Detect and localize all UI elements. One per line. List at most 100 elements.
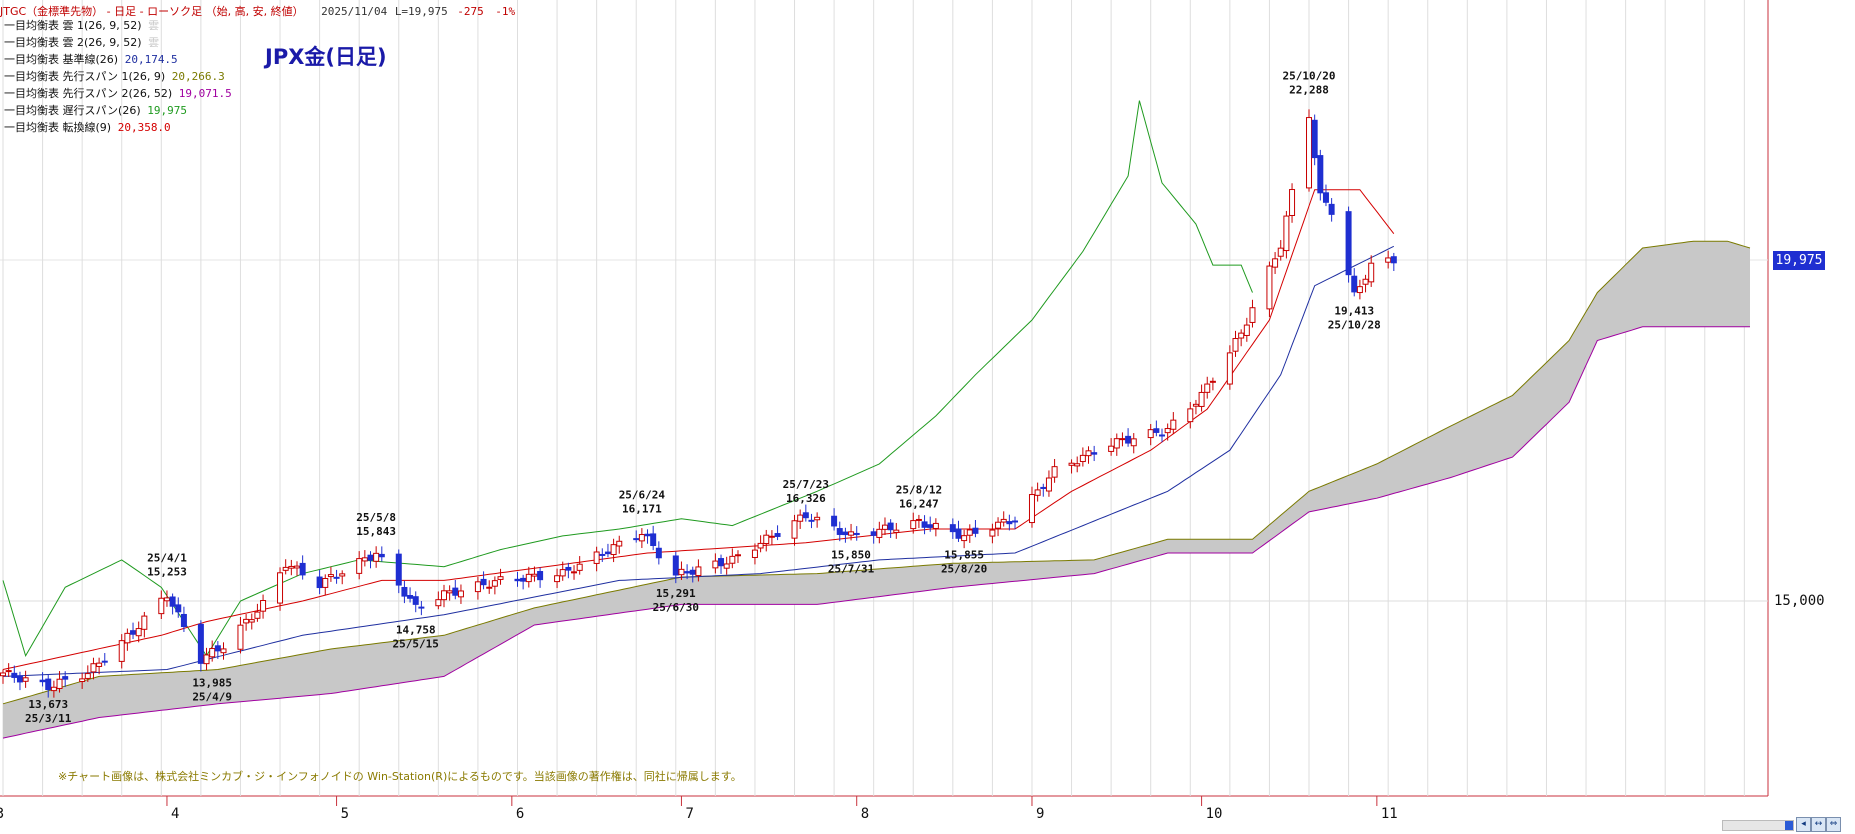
candle-body [1012, 520, 1019, 523]
candle-body [1272, 258, 1279, 268]
candle-body [56, 678, 63, 689]
zoom-in-icon[interactable]: ⇔ [1826, 817, 1841, 832]
annotation-label: 19,413 [1334, 305, 1374, 318]
candle-body [293, 565, 300, 569]
candle-body [1125, 435, 1132, 444]
annotation-label: 25/7/23 [783, 478, 829, 491]
scroll-left-icon[interactable]: ◂ [1796, 817, 1811, 832]
candle-body [254, 611, 261, 619]
annotation-label: 16,171 [622, 503, 662, 516]
candle-body [1068, 462, 1075, 466]
annotation-label: 25/8/12 [896, 484, 942, 497]
month-label: 11 [1381, 806, 1398, 822]
candle-body [525, 573, 532, 583]
candle-body [1209, 380, 1216, 383]
instrument-title: JTGC（金標準先物） - 日足 - ローソク足 （始, 高, 安, 終値） [0, 5, 304, 18]
candle-body [101, 660, 108, 663]
candle-body [175, 604, 182, 613]
candle-body [22, 677, 29, 682]
candle-body [514, 578, 521, 582]
annotation-label: 25/4/9 [192, 691, 232, 704]
legend-label: 一目均衡表 先行スパン 1(26, 9) [4, 70, 166, 83]
candle-body [1289, 189, 1296, 217]
candle-body [1164, 428, 1171, 434]
candle-body [1232, 338, 1239, 352]
candle-body [893, 529, 900, 533]
candle-body [791, 520, 798, 539]
candle-body [565, 566, 572, 571]
candle-body [712, 560, 719, 569]
candle-body [966, 529, 973, 536]
candle-body [1249, 307, 1256, 323]
copyright-credit: ※チャート画像は、株式会社ミンカブ・ジ・インフォノイドの Win-Station… [58, 770, 742, 783]
zoom-out-icon[interactable]: ↔ [1811, 817, 1826, 832]
instrument-header: JTGC（金標準先物） - 日足 - ローソク足 （始, 高, 安, 終値） 2… [0, 3, 515, 19]
candle-body [1170, 419, 1177, 430]
candle-body [633, 538, 640, 541]
candle-body [689, 569, 696, 575]
candle-body [797, 514, 804, 522]
annotation-label: 25/4/1 [147, 552, 187, 565]
candle-body [203, 654, 210, 665]
legend-label: 一目均衡表 雲 2(26, 9, 52) [4, 36, 142, 49]
candle-body [90, 663, 97, 673]
candle-body [729, 555, 736, 564]
candle-body [457, 590, 464, 598]
candle-body [1045, 477, 1052, 492]
header-date: 2025/11/04 [321, 5, 388, 18]
candle-body [248, 619, 255, 623]
annotation-label: 15,291 [656, 587, 696, 600]
candle-body [282, 566, 289, 571]
annotation-label: 25/8/20 [941, 562, 987, 575]
candle-body [1198, 391, 1205, 407]
candle-body [412, 596, 419, 605]
candle-body [130, 630, 137, 635]
candle-body [1034, 489, 1041, 496]
legend-label: 一目均衡表 基準線(26) [4, 53, 119, 66]
candle-body [1385, 257, 1392, 263]
candle-body [316, 576, 323, 589]
legend-label: 一目均衡表 遅行スパン(26) [4, 104, 141, 117]
candle-body [768, 535, 775, 538]
annotation-label: 25/3/11 [25, 712, 72, 725]
candle-body [757, 542, 764, 549]
candle-body [260, 600, 267, 612]
candle-body [440, 590, 447, 601]
legend-value: 20,174.5 [118, 53, 178, 66]
candle-body [158, 597, 165, 615]
candle-body [5, 670, 12, 673]
candle-body [96, 662, 103, 667]
candle-body [163, 597, 170, 602]
chart-scrollbar[interactable] [1722, 820, 1794, 831]
candle-body [763, 534, 770, 545]
annotation-label: 25/5/15 [393, 638, 439, 651]
annotation-label: 25/6/24 [619, 489, 666, 502]
annotation-label: 25/5/8 [356, 511, 396, 524]
candle-body [1238, 332, 1245, 339]
annotation-label: 25/7/31 [828, 563, 875, 576]
annotation-label: 25/6/30 [653, 601, 699, 614]
candle-body [277, 572, 284, 604]
legend-value: 19,975 [140, 104, 187, 117]
candle-body [1085, 450, 1092, 457]
scrollbar-thumb[interactable] [1785, 821, 1793, 830]
candle-body [1266, 265, 1273, 310]
candle-body [644, 533, 651, 537]
candle-body [678, 568, 685, 576]
candle-body [853, 532, 860, 536]
candle-body [1147, 429, 1154, 439]
candle-body [610, 544, 617, 556]
candle-body [576, 563, 583, 571]
candle-body [169, 596, 176, 607]
candle-body [842, 531, 849, 536]
legend-row: 一目均衡表 雲 1(26, 9, 52) 雲 [4, 19, 159, 32]
candle-body [497, 576, 504, 580]
legend-value: 雲 [141, 36, 160, 49]
candle-body [814, 516, 821, 521]
annotation-label: 13,985 [192, 677, 232, 690]
candle-body [559, 569, 566, 577]
candle-body [734, 554, 741, 557]
candle-body [887, 522, 894, 531]
